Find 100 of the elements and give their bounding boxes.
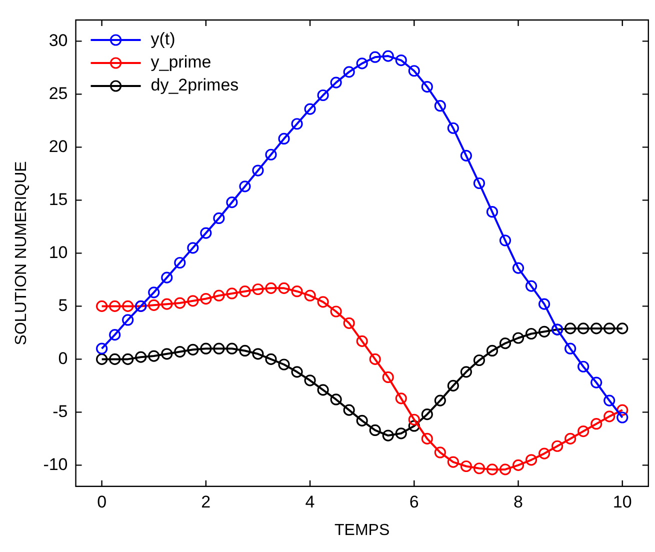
point — [395, 54, 407, 66]
point — [187, 242, 199, 254]
x-tick-label: 6 — [409, 492, 419, 512]
point — [604, 394, 616, 406]
x-tick-label: 10 — [612, 492, 632, 512]
point — [226, 342, 238, 354]
point — [578, 322, 590, 334]
point — [356, 58, 368, 70]
point — [317, 89, 329, 102]
point — [512, 459, 524, 471]
y-tick-label: 20 — [48, 136, 68, 156]
point — [226, 196, 238, 208]
legend-label: y(t) — [150, 30, 176, 49]
point — [604, 322, 616, 334]
x-axis-title: TEMPS — [334, 522, 390, 539]
y-tick-label: 10 — [48, 242, 68, 262]
point — [421, 408, 433, 420]
point — [278, 282, 290, 294]
point — [135, 351, 147, 363]
point — [161, 298, 173, 310]
point — [499, 338, 512, 350]
point — [122, 314, 134, 326]
point — [200, 342, 212, 354]
point — [148, 299, 160, 311]
point — [109, 353, 121, 365]
y-axis-title: SOLUTION NUMERIQUE — [13, 161, 30, 346]
point — [525, 454, 538, 466]
point — [525, 328, 538, 340]
point — [538, 326, 550, 338]
point — [278, 358, 290, 370]
point — [265, 353, 277, 365]
point — [343, 317, 355, 329]
point — [616, 404, 628, 416]
point — [148, 286, 160, 298]
point — [161, 348, 173, 360]
point — [408, 65, 420, 77]
point — [578, 360, 590, 372]
point — [304, 374, 316, 386]
point — [343, 66, 355, 78]
point — [616, 412, 628, 424]
point — [278, 132, 290, 145]
point — [239, 286, 251, 298]
point — [187, 295, 199, 307]
point — [291, 118, 303, 130]
point — [395, 392, 407, 404]
point — [604, 410, 616, 422]
point — [408, 420, 420, 432]
point — [525, 280, 538, 292]
y-tick-label: -5 — [52, 402, 68, 421]
point — [460, 366, 472, 378]
point — [343, 404, 355, 416]
point — [421, 432, 433, 444]
point — [434, 394, 446, 406]
point — [330, 394, 342, 406]
point — [96, 300, 108, 312]
point — [564, 322, 576, 334]
y-tick-label: 30 — [48, 30, 68, 50]
legend-label: y_prime — [150, 52, 212, 72]
point — [200, 227, 212, 239]
point — [239, 180, 251, 192]
point — [213, 342, 225, 354]
point — [96, 353, 108, 365]
point — [395, 428, 407, 440]
point — [304, 290, 316, 302]
point — [356, 414, 368, 426]
point — [213, 212, 225, 224]
point — [265, 148, 277, 160]
point — [369, 51, 381, 63]
point — [330, 76, 342, 88]
point — [382, 50, 394, 62]
point — [369, 353, 381, 365]
point — [369, 424, 381, 436]
point — [382, 371, 394, 384]
point — [486, 344, 498, 357]
point — [473, 354, 486, 366]
point — [499, 234, 512, 246]
point — [486, 206, 498, 218]
point — [291, 286, 303, 298]
x-tick-label: 8 — [514, 492, 523, 512]
point — [590, 418, 602, 430]
y-tick-label: 25 — [48, 84, 68, 103]
point — [408, 414, 420, 426]
point — [356, 335, 368, 347]
point — [486, 464, 498, 476]
point — [109, 300, 121, 312]
point — [473, 177, 486, 190]
point — [317, 296, 329, 308]
point — [421, 80, 433, 93]
x-tick-label: 4 — [305, 492, 315, 512]
point — [578, 425, 590, 438]
point — [239, 344, 251, 357]
point — [187, 344, 199, 356]
point — [590, 322, 602, 334]
point — [252, 348, 264, 360]
point — [200, 292, 212, 305]
point — [564, 342, 576, 354]
point — [512, 262, 524, 274]
point — [304, 103, 316, 115]
point — [538, 298, 550, 310]
legend-label: dy_2primes — [150, 76, 239, 95]
